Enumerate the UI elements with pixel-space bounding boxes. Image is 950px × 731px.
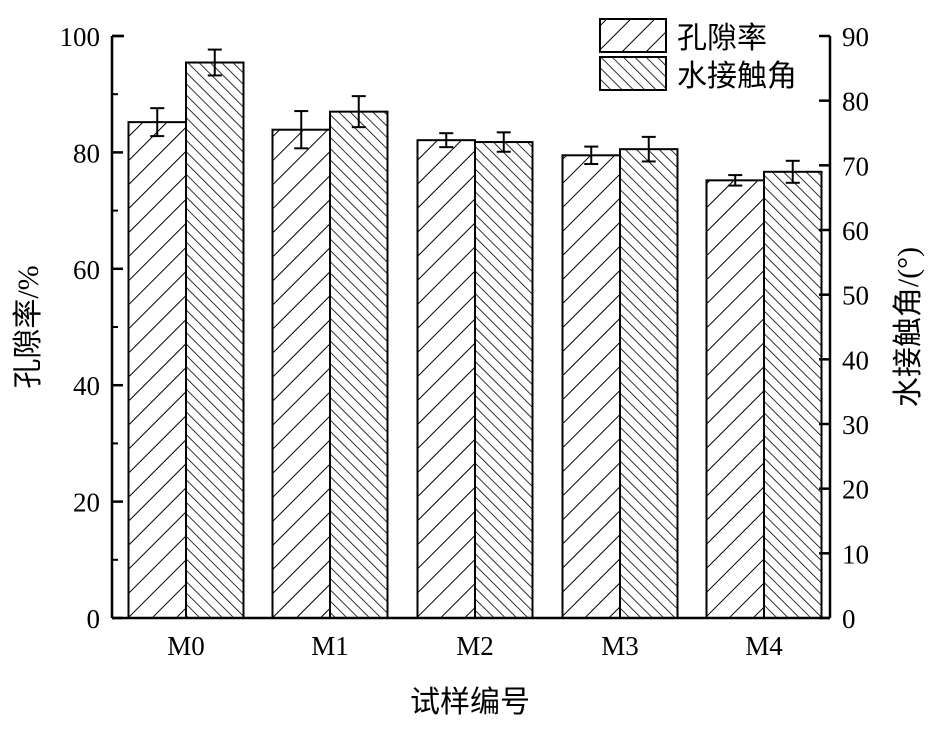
bar-porosity-M3 — [561, 154, 621, 619]
x-tick-label: M2 — [456, 631, 494, 661]
y-tick-label-left: 80 — [73, 138, 100, 168]
bar-porosity-M0 — [127, 121, 187, 620]
legend-label-porosity: 孔隙率 — [677, 22, 767, 55]
y-tick-label-right: 70 — [842, 151, 869, 181]
x-tick-label: M0 — [167, 631, 205, 661]
legend-swatch-contact-angle — [599, 56, 667, 91]
bar-porosity-M4 — [705, 179, 765, 619]
y-tick-label-left: 100 — [60, 22, 101, 52]
bar-porosity-M2 — [416, 139, 476, 619]
legend-label-contact-angle: 水接触角 — [677, 60, 797, 93]
x-tick-label: M1 — [311, 631, 349, 661]
y-axis-label-left: 孔隙率/% — [12, 265, 45, 388]
error-bar-porosity-M2 — [439, 132, 454, 149]
x-tick-label: M3 — [601, 631, 639, 661]
error-bar-porosity-M0 — [150, 107, 165, 138]
y-tick-label-right: 40 — [842, 345, 869, 375]
y-tick-label-right: 50 — [842, 281, 869, 311]
y-tick-label-right: 30 — [842, 410, 869, 440]
bar-contact-angle-M2 — [474, 141, 534, 619]
y-tick-label-right: 90 — [842, 22, 869, 52]
legend: 孔隙率 水接触角 — [599, 18, 797, 93]
error-bar-porosity-M4 — [728, 174, 743, 187]
y-tick-label-right: 0 — [842, 604, 856, 634]
x-tick-label: M4 — [745, 631, 783, 661]
y-axis-label-right: 水接触角/(°) — [892, 247, 925, 407]
error-bar-porosity-M1 — [294, 110, 309, 150]
bar-contact-angle-M0 — [185, 61, 245, 620]
y-tick-label-right: 80 — [842, 87, 869, 117]
error-bar-porosity-M3 — [584, 145, 599, 166]
error-bar-contact-angle-M3 — [641, 135, 656, 163]
bar-contact-angle-M4 — [763, 170, 823, 620]
x-axis-label: 试样编号 — [410, 686, 530, 719]
y-tick-label-left: 60 — [73, 255, 100, 285]
error-bar-contact-angle-M1 — [351, 95, 366, 129]
legend-swatch-porosity — [599, 18, 667, 53]
error-bar-contact-angle-M2 — [496, 131, 511, 153]
bar-contact-angle-M3 — [619, 148, 679, 620]
bar-porosity-M1 — [271, 128, 331, 619]
y-tick-label-right: 20 — [842, 475, 869, 505]
y-tick-label-left: 20 — [73, 488, 100, 518]
y-tick-label-left: 0 — [87, 604, 101, 634]
error-bar-contact-angle-M4 — [785, 159, 800, 184]
bar-contact-angle-M1 — [329, 110, 389, 619]
y-tick-label-right: 60 — [842, 216, 869, 246]
y-tick-label-right: 10 — [842, 539, 869, 569]
y-tick-label-left: 40 — [73, 371, 100, 401]
error-bar-contact-angle-M0 — [207, 48, 222, 77]
